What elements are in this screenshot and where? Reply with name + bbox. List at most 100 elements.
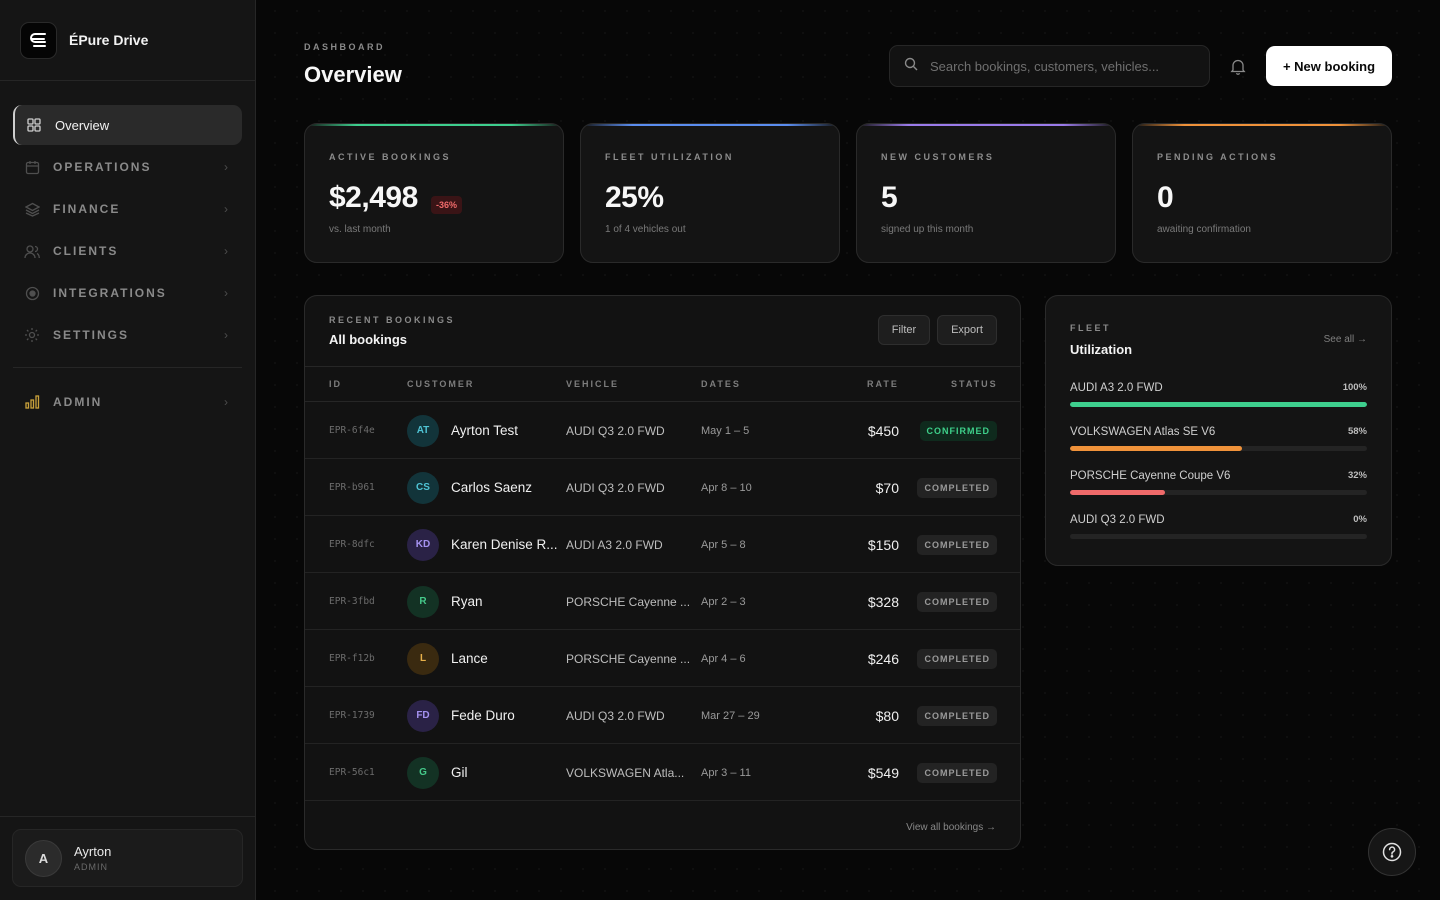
delta-badge: -36% <box>431 196 463 214</box>
booking-id: EPR-f12b <box>329 653 375 664</box>
vehicle-cell: AUDI Q3 2.0 FWD <box>566 402 694 459</box>
stat-label: PENDING ACTIONS <box>1157 152 1279 162</box>
utilization-percent: 0% <box>1353 514 1367 525</box>
avatar: CS <box>407 471 439 504</box>
customer-cell: G Gil <box>407 744 559 801</box>
booking-dates: Mar 27 – 29 <box>701 709 760 722</box>
sidebar-item-clients[interactable]: CLIENTS › <box>13 231 242 271</box>
table-row[interactable]: EPR-b961 CS Carlos Saenz AUDI Q3 2.0 FWD Apr… <box>305 459 1020 516</box>
status-cell: COMPLETED <box>909 744 997 801</box>
brand[interactable]: ÉPure Drive <box>0 0 255 81</box>
booking-dates: Apr 5 – 8 <box>701 538 746 551</box>
status-cell: COMPLETED <box>909 459 997 516</box>
avatar: AT <box>407 414 439 447</box>
customer-name: Lance <box>451 651 488 666</box>
table-header: ID CUSTOMER VEHICLE DATES RATE STATUS <box>305 366 1020 402</box>
new-booking-button[interactable]: + New booking <box>1266 46 1392 86</box>
users-icon <box>23 242 41 260</box>
page-title: Overview <box>304 62 402 87</box>
booking-id: EPR-56c1 <box>329 767 375 778</box>
chevron-right-icon: › <box>224 395 228 409</box>
utilization-percent: 32% <box>1347 470 1367 481</box>
booking-rate: $80 <box>875 707 899 724</box>
vehicle-cell: VOLKSWAGEN Atla... <box>566 744 694 801</box>
brand-logo-icon <box>20 21 57 59</box>
status-badge: COMPLETED <box>917 705 997 726</box>
brand-name: ÉPure Drive <box>69 32 149 48</box>
filter-button[interactable]: Filter <box>878 315 930 345</box>
booking-dates: Apr 3 – 11 <box>701 766 751 779</box>
search-input[interactable] <box>930 58 1190 74</box>
search-icon <box>904 57 918 76</box>
help-button[interactable] <box>1368 828 1416 876</box>
sidebar-item-finance[interactable]: FINANCE › <box>13 189 242 229</box>
view-all-bookings-link[interactable]: View all bookings → <box>906 822 996 833</box>
status-badge: COMPLETED <box>917 534 997 555</box>
stat-sub: vs. last month <box>329 224 391 235</box>
vehicle-name: AUDI Q3 2.0 FWD <box>566 423 665 438</box>
search-box[interactable] <box>889 45 1210 87</box>
vehicle-name: AUDI A3 2.0 FWD <box>566 537 663 552</box>
column-header-dates[interactable]: DATES <box>701 379 741 389</box>
see-all-link[interactable]: See all → <box>1323 334 1367 345</box>
column-header-rate[interactable]: RATE <box>867 379 899 389</box>
vehicle-name: AUDI Q3 2.0 FWD <box>566 708 665 723</box>
sidebar-item-settings[interactable]: SETTINGS › <box>13 315 242 355</box>
sidebar-item-integrations[interactable]: INTEGRATIONS › <box>13 273 242 313</box>
fleet-item: PORSCHE Cayenne Coupe V6 32% <box>1070 470 1367 510</box>
column-header-status[interactable]: STATUS <box>951 379 998 389</box>
vehicle-name: PORSCHE Cayenne ... <box>566 651 691 666</box>
chevron-right-icon: › <box>224 202 228 216</box>
export-button[interactable]: Export <box>937 315 997 345</box>
vehicle-name: VOLKSWAGEN Atlas SE V6 <box>1070 426 1216 438</box>
customer-cell: CS Carlos Saenz <box>407 459 559 516</box>
booking-dates: Apr 2 – 3 <box>701 595 746 608</box>
customer-cell: FD Fede Duro <box>407 687 559 744</box>
booking-id: EPR-8dfc <box>329 539 375 550</box>
column-header-id[interactable]: ID <box>329 379 342 389</box>
sidebar-item-label: SETTINGS <box>53 328 130 342</box>
notifications-bell-icon[interactable] <box>1226 54 1250 78</box>
chevron-right-icon: › <box>224 160 228 174</box>
user-menu[interactable]: A Ayrton ADMIN <box>12 829 243 887</box>
vehicle-cell: PORSCHE Cayenne ... <box>566 573 694 630</box>
stat-card-fleet-utilization: FLEET UTILIZATION 25% 1 of 4 vehicles ou… <box>580 123 840 263</box>
utilization-percent: 58% <box>1347 426 1367 437</box>
stat-card-pending-actions: PENDING ACTIONS 0 awaiting confirmation <box>1132 123 1392 263</box>
table-row[interactable]: EPR-6f4e AT Ayrton Test AUDI Q3 2.0 FWD May … <box>305 402 1020 459</box>
sidebar-item-operations[interactable]: OPERATIONS › <box>13 147 242 187</box>
sidebar-item-overview[interactable]: Overview <box>13 105 242 145</box>
panel-title: All bookings <box>329 332 407 347</box>
table-row[interactable]: EPR-1739 FD Fede Duro AUDI Q3 2.0 FWD Mar 27… <box>305 687 1020 744</box>
stat-label: FLEET UTILIZATION <box>605 152 734 162</box>
sidebar-item-label: ADMIN <box>53 395 103 409</box>
table-row[interactable]: EPR-56c1 G Gil VOLKSWAGEN Atla... Apr 3 – 11… <box>305 744 1020 801</box>
chevron-right-icon: › <box>224 286 228 300</box>
customer-cell: R Ryan <box>407 573 559 630</box>
customer-cell: KD Karen Denise R... <box>407 516 559 573</box>
sidebar-item-label: INTEGRATIONS <box>53 286 167 300</box>
column-header-vehicle[interactable]: VEHICLE <box>566 379 620 389</box>
avatar: G <box>407 756 439 789</box>
sidebar-nav: Overview OPERATIONS › FINANCE › CLIENTS … <box>0 81 255 422</box>
avatar: A <box>25 839 62 877</box>
utilization-track <box>1070 490 1367 495</box>
table-row[interactable]: EPR-8dfc KD Karen Denise R... AUDI A3 2.0 F… <box>305 516 1020 573</box>
column-header-customer[interactable]: CUSTOMER <box>407 379 475 389</box>
card-accent <box>581 124 839 126</box>
utilization-track <box>1070 446 1367 451</box>
chevron-right-icon: › <box>224 328 228 342</box>
vehicle-name: AUDI A3 2.0 FWD <box>1070 382 1163 394</box>
customer-name: Fede Duro <box>451 708 515 723</box>
customer-cell: AT Ayrton Test <box>407 402 559 459</box>
panel-kicker: RECENT BOOKINGS <box>329 315 456 325</box>
gear-icon <box>23 326 41 344</box>
stat-value: 0 <box>1157 181 1174 214</box>
table-row[interactable]: EPR-3fbd R Ryan PORSCHE Cayenne ... Apr 2 – … <box>305 573 1020 630</box>
table-row[interactable]: EPR-f12b L Lance PORSCHE Cayenne ... Apr 4 –… <box>305 630 1020 687</box>
panel-kicker: FLEET <box>1070 323 1111 333</box>
avatar: FD <box>407 699 439 732</box>
sidebar-item-admin[interactable]: ADMIN › <box>13 382 242 422</box>
customer-name: Carlos Saenz <box>451 480 533 495</box>
vehicle-cell: AUDI A3 2.0 FWD <box>566 516 694 573</box>
